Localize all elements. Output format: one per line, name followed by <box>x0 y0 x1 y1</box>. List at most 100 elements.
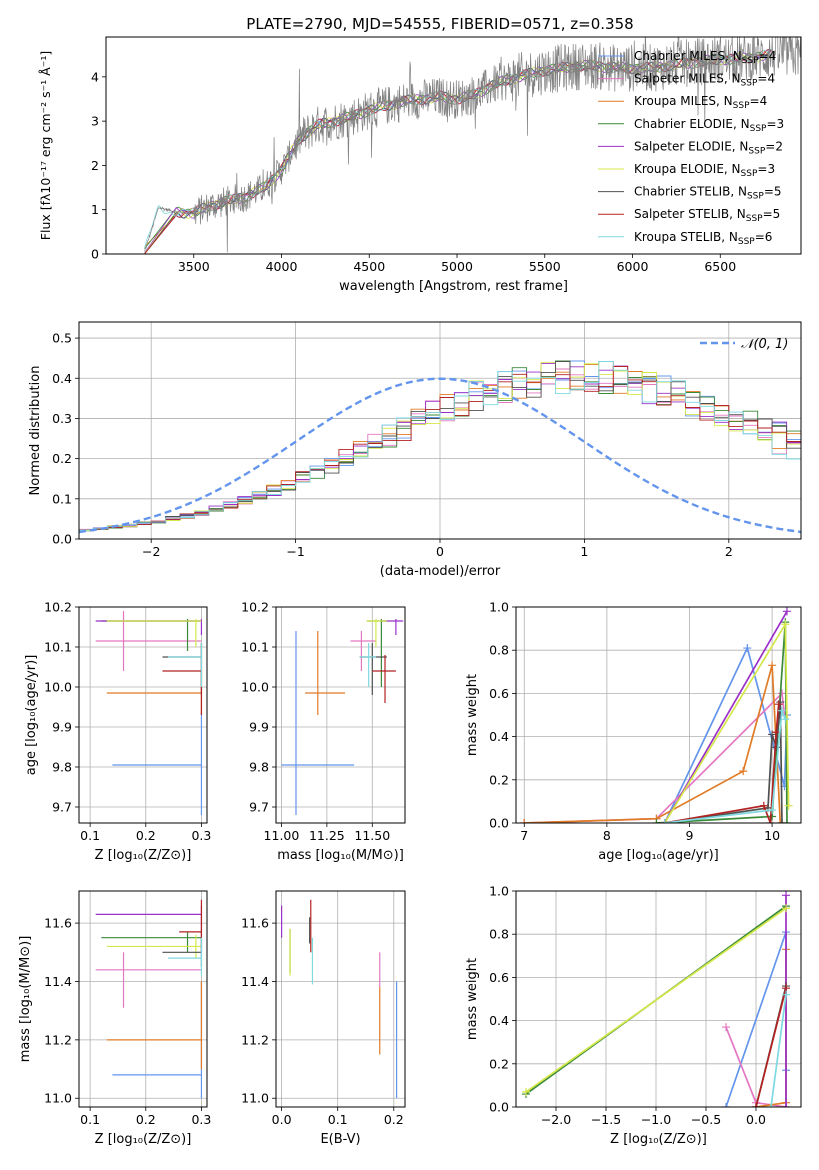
y-axis-label: mass [log₁₀(M/M⊙)] <box>18 936 33 1063</box>
x-axis-label: Z [log₁₀(Z/Z⊙)] <box>95 848 192 863</box>
weight-marker <box>778 819 786 823</box>
weight-marker <box>766 819 775 823</box>
y-tick-label: 2 <box>91 158 99 173</box>
weight-line <box>525 907 787 1093</box>
weight-line <box>664 710 787 823</box>
y-axis-label: age [log₁₀(age/yr)] <box>24 655 39 776</box>
y-tick-label: 10.2 <box>44 600 72 615</box>
weight-marker <box>782 990 790 999</box>
x-tick-label: 4500 <box>353 259 385 274</box>
weight-marker <box>782 607 791 616</box>
x-tick-label: 11.25 <box>309 828 345 843</box>
legend-label: Kroupa MILES, NSSP=4 <box>634 94 767 111</box>
data-spectrum-line <box>144 37 801 253</box>
weight-marker <box>778 706 786 715</box>
axes-frame <box>275 890 406 1108</box>
x-tick-label: 0.0 <box>272 1112 292 1127</box>
x-tick-label: 0.3 <box>191 828 211 843</box>
x-tick-label: 3500 <box>178 259 210 274</box>
plot-content <box>281 619 404 815</box>
x-axis-label: mass [log₁₀(M/M⊙)] <box>277 848 404 863</box>
y-tick-label: 9.8 <box>249 760 269 775</box>
x-tick-label: −1.0 <box>641 1112 671 1127</box>
panel-weight-vs-age: 7 8 9 10 0.0 0.2 0.4 0.6 0.8 1.0 age [log₁₀(age/yr… <box>465 600 802 863</box>
y-tick-label: 10.2 <box>241 600 269 615</box>
y-tick-label: 0.0 <box>489 1100 509 1115</box>
y-tick-label: 1 <box>91 202 99 217</box>
x-tick-label: 0.1 <box>80 1112 100 1127</box>
plot-content <box>79 360 801 534</box>
y-tick-label: 11.4 <box>241 974 269 989</box>
y-tick-label: 0.2 <box>489 1056 509 1071</box>
plot-content <box>95 899 203 1099</box>
x-tick-label: −1.5 <box>591 1112 621 1127</box>
y-tick-label: 3 <box>91 114 99 129</box>
axes-frame <box>78 606 208 824</box>
plot-content <box>95 611 203 815</box>
x-tick-label: 6000 <box>617 259 649 274</box>
weight-marker <box>781 715 790 724</box>
y-tick-label: 11.0 <box>241 1091 269 1106</box>
legend-label: Chabrier MILES, NSSP=4 <box>634 49 776 66</box>
plot-content <box>520 607 793 823</box>
x-tick-label: 0.2 <box>384 1112 404 1127</box>
x-tick-label: 5000 <box>441 259 473 274</box>
axes-frame <box>515 606 802 824</box>
y-tick-label: 10.0 <box>241 680 269 695</box>
legend-label: Salpeter ELODIE, NSSP=2 <box>634 139 783 156</box>
x-tick-label: 11.00 <box>264 828 300 843</box>
x-tick-label: 5500 <box>529 259 561 274</box>
residual-histogram <box>79 366 801 531</box>
y-tick-label: 11.2 <box>44 1032 72 1047</box>
x-axis-label: Z [log₁₀(Z/Z⊙)] <box>610 1132 707 1147</box>
legend-label: Salpeter MILES, NSSP=4 <box>634 72 775 89</box>
y-tick-label: 0.3 <box>52 411 72 426</box>
weight-marker <box>767 1103 775 1107</box>
y-tick-label: 0.1 <box>52 491 72 506</box>
x-tick-label: 0.1 <box>80 828 100 843</box>
weight-marker <box>660 819 669 823</box>
y-tick-label: 0.4 <box>489 729 509 744</box>
axes-frame <box>275 606 406 824</box>
weight-marker <box>781 620 790 629</box>
y-tick-label: 1.0 <box>489 600 509 615</box>
y-axis-label: mass weight <box>465 958 480 1040</box>
y-tick-label: 10.0 <box>44 680 72 695</box>
weight-line <box>755 987 787 1107</box>
weight-marker <box>772 728 781 737</box>
y-tick-label: 0.2 <box>489 772 509 787</box>
legend-label: Kroupa ELODIE, NSSP=3 <box>634 162 775 179</box>
panel-residuals: −2 −1 0 1 2 0.0 0.1 0.2 0.3 0.4 0.5 (data-model)/er… <box>28 321 802 579</box>
y-tick-label: 0.2 <box>52 451 72 466</box>
weight-marker <box>743 644 752 653</box>
y-tick-label: 0.6 <box>489 686 509 701</box>
weight-marker <box>768 661 777 670</box>
plot-content <box>144 37 801 254</box>
y-tick-label: 9.9 <box>249 720 269 735</box>
plot-content <box>522 891 790 1107</box>
y-tick-label: 11.2 <box>241 1032 269 1047</box>
y-tick-label: 1.0 <box>489 884 509 899</box>
axes-frame <box>78 890 208 1108</box>
x-tick-label: −2 <box>142 544 160 559</box>
weight-marker <box>774 700 783 709</box>
y-tick-label: 0.4 <box>52 371 72 386</box>
x-axis-label: E(B-V) <box>320 1132 360 1147</box>
x-axis-label: Z [log₁₀(Z/Z⊙)] <box>95 1132 192 1147</box>
panel-age-vs-mass: 11.00 11.25 11.50 9.7 9.8 9.9 10.0 10.1 10.2 mass… <box>241 600 406 863</box>
weight-marker <box>782 904 790 913</box>
x-tick-label: 0.0 <box>746 1112 766 1127</box>
weight-marker <box>768 730 777 739</box>
y-tick-label: 10.1 <box>44 640 72 655</box>
y-axis-label: Flux [fλ10⁻¹⁷ erg cm⁻² s⁻¹ Å⁻¹] <box>38 51 53 240</box>
figure-title: PLATE=2790, MJD=54555, FIBERID=0571, z=0… <box>246 15 633 33</box>
residual-histogram <box>79 361 801 531</box>
panel-weight-vs-Z: −2.0 −1.5 −1.0 −0.5 0.0 0.0 0.2 0.4 0.6 0.8 1.0 Z [… <box>465 884 802 1147</box>
y-tick-label: 11.4 <box>44 974 72 989</box>
x-tick-label: 10 <box>764 828 780 843</box>
panel-spectrum: 3500 4000 4500 5000 5500 6000 6500 0 1 2 3 4 wavelen… <box>38 36 802 294</box>
x-tick-label: 0.1 <box>328 1112 348 1127</box>
y-tick-label: 9.8 <box>52 760 72 775</box>
plot-content <box>281 899 398 1099</box>
